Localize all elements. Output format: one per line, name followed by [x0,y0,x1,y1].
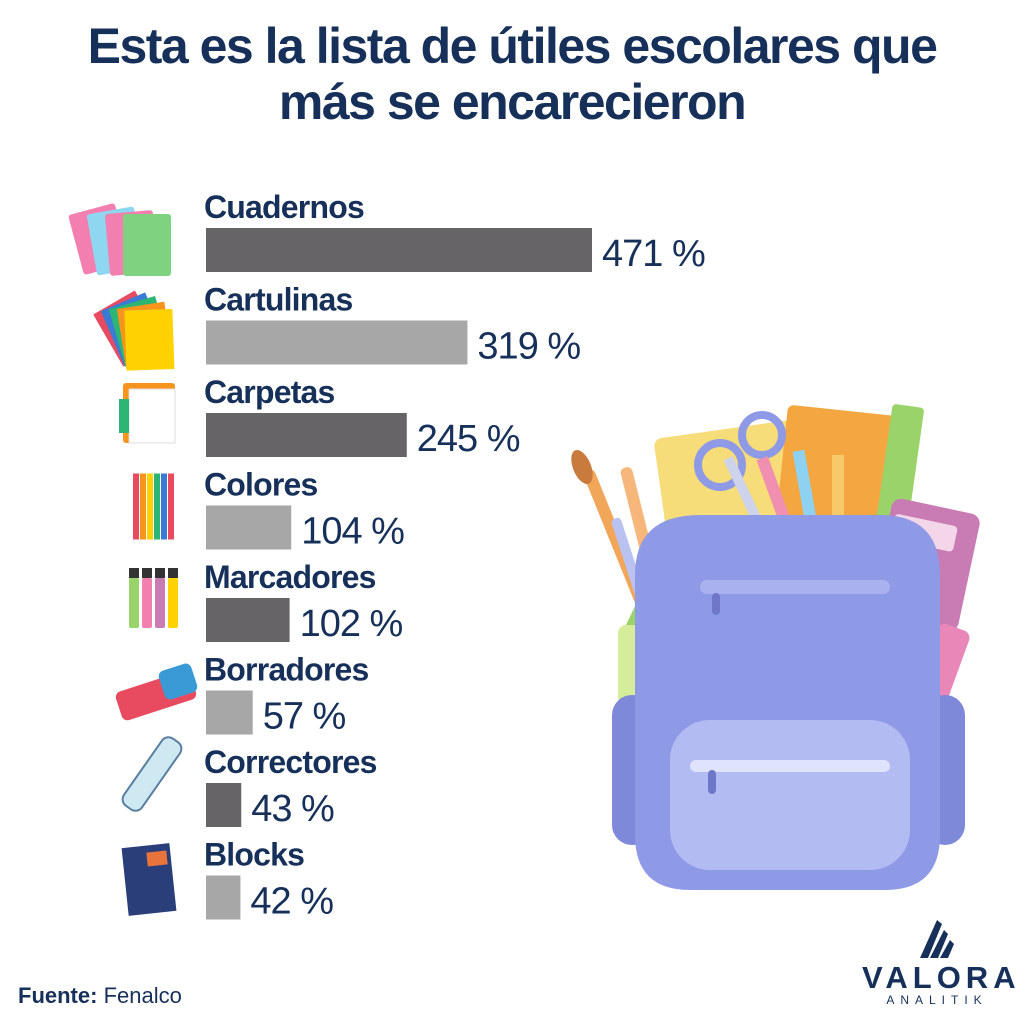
chart-title-line1: Esta es la lista de útiles escolares que [87,18,938,74]
source-note: Fuente: Fenalco [18,983,182,1009]
value-label: 102 % [300,603,403,645]
corrector-pen-icon [121,736,183,812]
bar-borradores [206,690,253,735]
cardboard-sheets-icon [93,290,175,371]
notebooks-icon [68,203,171,276]
value-label: 104 % [301,511,404,553]
bar-colores [206,505,292,550]
bar-group: Cuadernos 471 % Cartulinas 319 % Carpetas 245… [204,189,706,923]
colored-pencils-icon [133,473,174,540]
chart-title-line2: más se encarecieron [278,74,747,130]
bar-cartulinas [206,320,468,365]
category-label: Cartulinas [204,282,353,318]
category-icons [68,203,198,916]
bar-carpetas [206,413,407,457]
logo-wordmark: VALORA [862,960,1021,995]
folders-icon [119,383,176,444]
category-label: Cuadernos [204,189,364,225]
value-label: 245 % [417,418,520,460]
chart-title: Esta es la lista de útiles escolares que… [0,18,1024,130]
value-label: 42 % [250,881,333,923]
value-label: 471 % [602,233,705,275]
bar-marcadores [206,598,290,642]
source-label: Fuente: [18,983,98,1008]
category-label: Correctores [204,744,377,780]
bar-cuadernos [206,228,592,272]
drawing-block-icon [121,843,177,916]
bar-blocks [206,875,241,920]
valora-analitik-logo: VALORA ANALITIK [862,920,1021,1010]
value-label: 43 % [251,788,334,830]
category-label: Colores [204,467,318,503]
source-value: Fenalco [103,983,182,1008]
eraser-icon [115,663,198,721]
markers-icon [129,568,178,628]
category-label: Blocks [204,837,304,873]
value-label: 319 % [477,326,580,368]
backpack-illustration [571,404,980,890]
logo-mark-icon [920,920,954,958]
category-label: Carpetas [204,374,335,410]
category-label: Borradores [204,652,369,688]
logo-subtitle: ANALITIK [886,993,988,1007]
value-label: 57 % [263,696,346,738]
bar-correctores [206,783,242,827]
category-label: Marcadores [204,559,376,595]
